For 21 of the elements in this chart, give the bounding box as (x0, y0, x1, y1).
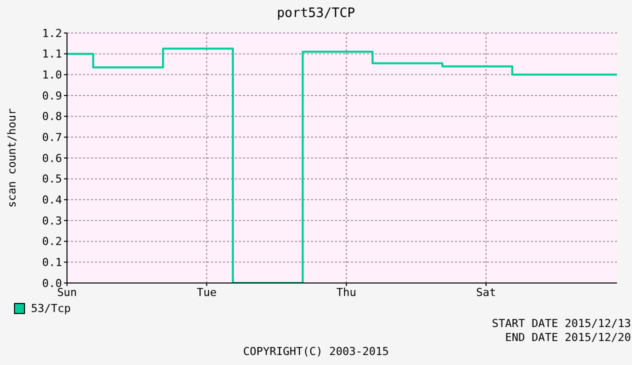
y-tick-label: 0.9 (42, 89, 62, 102)
chart-title: port53/TCP (276, 6, 356, 21)
y-tick-label: 0.8 (42, 110, 62, 124)
y-tick-label: 0.3 (42, 214, 62, 228)
y-tick-label: 0.7 (42, 131, 62, 144)
text: START DATE 2015/12/13 (490, 317, 632, 330)
y-tick-label: 1.1 (42, 48, 62, 61)
y-tick-label: 0.2 (42, 235, 62, 248)
y-tick-label: 0.6 (42, 152, 62, 165)
y-tick-label: 0.5 (42, 172, 62, 186)
y-tick-label: 0.1 (42, 256, 62, 270)
y-tick-label: 1.0 (42, 68, 62, 82)
y-tick-label: 1.2 (42, 26, 62, 40)
text: END DATE 2015/12/20 (504, 331, 632, 344)
x-tick-label: Sat (476, 286, 496, 299)
x-tick-label: Thu (336, 286, 356, 299)
y-tick-label: 0.4 (42, 194, 62, 207)
x-tick-label: Tue (196, 286, 217, 299)
legend-label: 53/Tcp (31, 302, 71, 315)
y-axis-title: scan count/hour (6, 108, 18, 208)
text: COPYRIGHT(C) 2003-2015 (242, 345, 390, 358)
